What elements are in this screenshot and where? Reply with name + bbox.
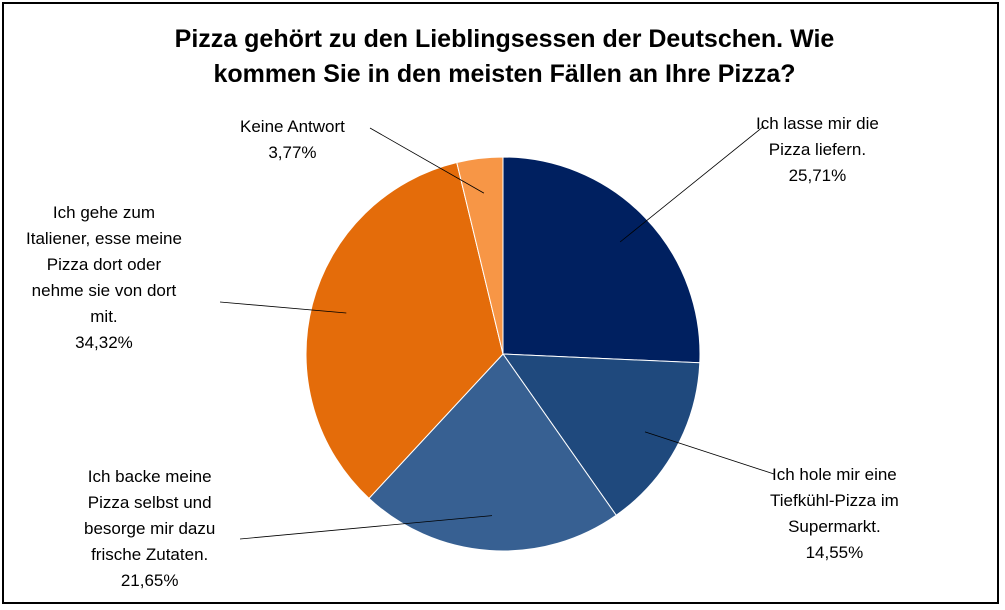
slice-label-frozen-line-2: Tiefkühl-Pizza im: [770, 491, 899, 510]
slice-value-frozen: 14,55%: [805, 543, 864, 562]
chart-title-line-1: Pizza gehört zu den Lieblingsessen der D…: [174, 25, 835, 53]
slice-value-delivery: 25,71%: [788, 166, 847, 185]
pie-slice-no-answer: [456, 156, 504, 355]
pie-slice-homemade: [368, 353, 617, 552]
pie-chart: [219, 125, 775, 552]
slice-label-frozen-line-3: Supermarkt.: [788, 517, 881, 536]
leader-line-homemade: [239, 515, 493, 540]
slice-label-no-answer-line-1: Keine Antwort: [240, 117, 345, 136]
slice-label-homemade: Ich backe meine Pizza selbst und besorge…: [84, 464, 215, 594]
chart-title-line-2: kommen Sie in den meisten Fällen an Ihre…: [213, 60, 796, 88]
slice-label-frozen-line-1: Ich hole mir eine: [772, 465, 897, 484]
pie-slice-frozen: [502, 353, 701, 516]
slice-label-no-answer: Keine Antwort 3,77%: [240, 114, 345, 166]
slice-label-italian-line-2: Italiener, esse meine: [26, 229, 182, 248]
leader-line-delivery: [619, 125, 765, 243]
pie-slice-delivery: [502, 156, 701, 364]
slice-label-italian: Ich gehe zum Italiener, esse meine Pizza…: [26, 200, 182, 356]
chart-title: Pizza gehört zu den Lieblingsessen der D…: [4, 22, 1005, 92]
slice-label-delivery-line-2: Pizza liefern.: [768, 140, 867, 159]
slice-value-homemade: 21,65%: [120, 571, 179, 590]
slice-label-homemade-line-1: Ich backe meine: [87, 467, 212, 486]
slice-label-italian-line-1: Ich gehe zum: [52, 203, 155, 222]
leader-line-italian: [219, 301, 347, 314]
slice-value-italian: 34,32%: [75, 333, 133, 352]
slice-label-frozen: Ich hole mir eine Tiefkühl-Pizza im Supe…: [770, 462, 899, 566]
slice-label-italian-line-3: Pizza dort oder: [46, 255, 162, 274]
slice-label-delivery-line-1: Ich lasse mir die: [756, 114, 879, 133]
slice-label-homemade-line-3: besorge mir dazu: [84, 519, 216, 538]
pie-slice-italian: [305, 161, 504, 500]
chart-frame: Pizza gehört zu den Lieblingsessen der D…: [2, 2, 999, 604]
slice-label-homemade-line-4: frische Zutaten.: [91, 545, 209, 564]
leader-line-no-answer: [369, 127, 485, 194]
slice-label-italian-line-4: nehme sie von dort: [31, 281, 177, 300]
leader-line-frozen: [644, 431, 775, 475]
slice-value-no-answer: 3,77%: [268, 143, 317, 162]
slice-label-delivery: Ich lasse mir die Pizza liefern. 25,71%: [756, 111, 879, 189]
slice-label-homemade-line-2: Pizza selbst und: [87, 493, 212, 512]
slice-label-italian-line-5: mit.: [90, 307, 118, 326]
